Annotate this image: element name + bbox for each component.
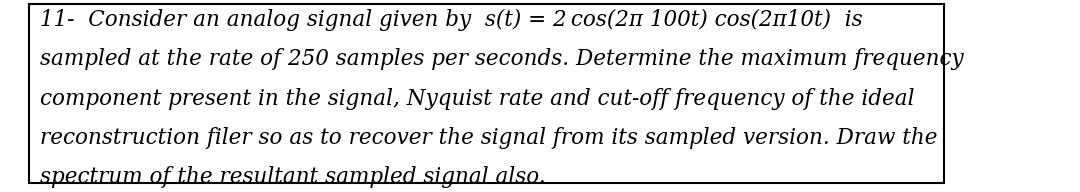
Text: 11-  Consider an analog signal given by  s(t) = 2 cos(2π 100t) cos(2π10t)  is: 11- Consider an analog signal given by s… — [40, 9, 863, 31]
Text: spectrum of the resultant sampled signal also.: spectrum of the resultant sampled signal… — [40, 166, 546, 188]
Text: reconstruction filer so as to recover the signal from its sampled version. Draw : reconstruction filer so as to recover th… — [40, 127, 937, 149]
Text: component present in the signal, Nyquist rate and cut-off frequency of the ideal: component present in the signal, Nyquist… — [40, 88, 915, 110]
Text: sampled at the rate of 250 samples per seconds. Determine the maximum frequency: sampled at the rate of 250 samples per s… — [40, 48, 963, 70]
